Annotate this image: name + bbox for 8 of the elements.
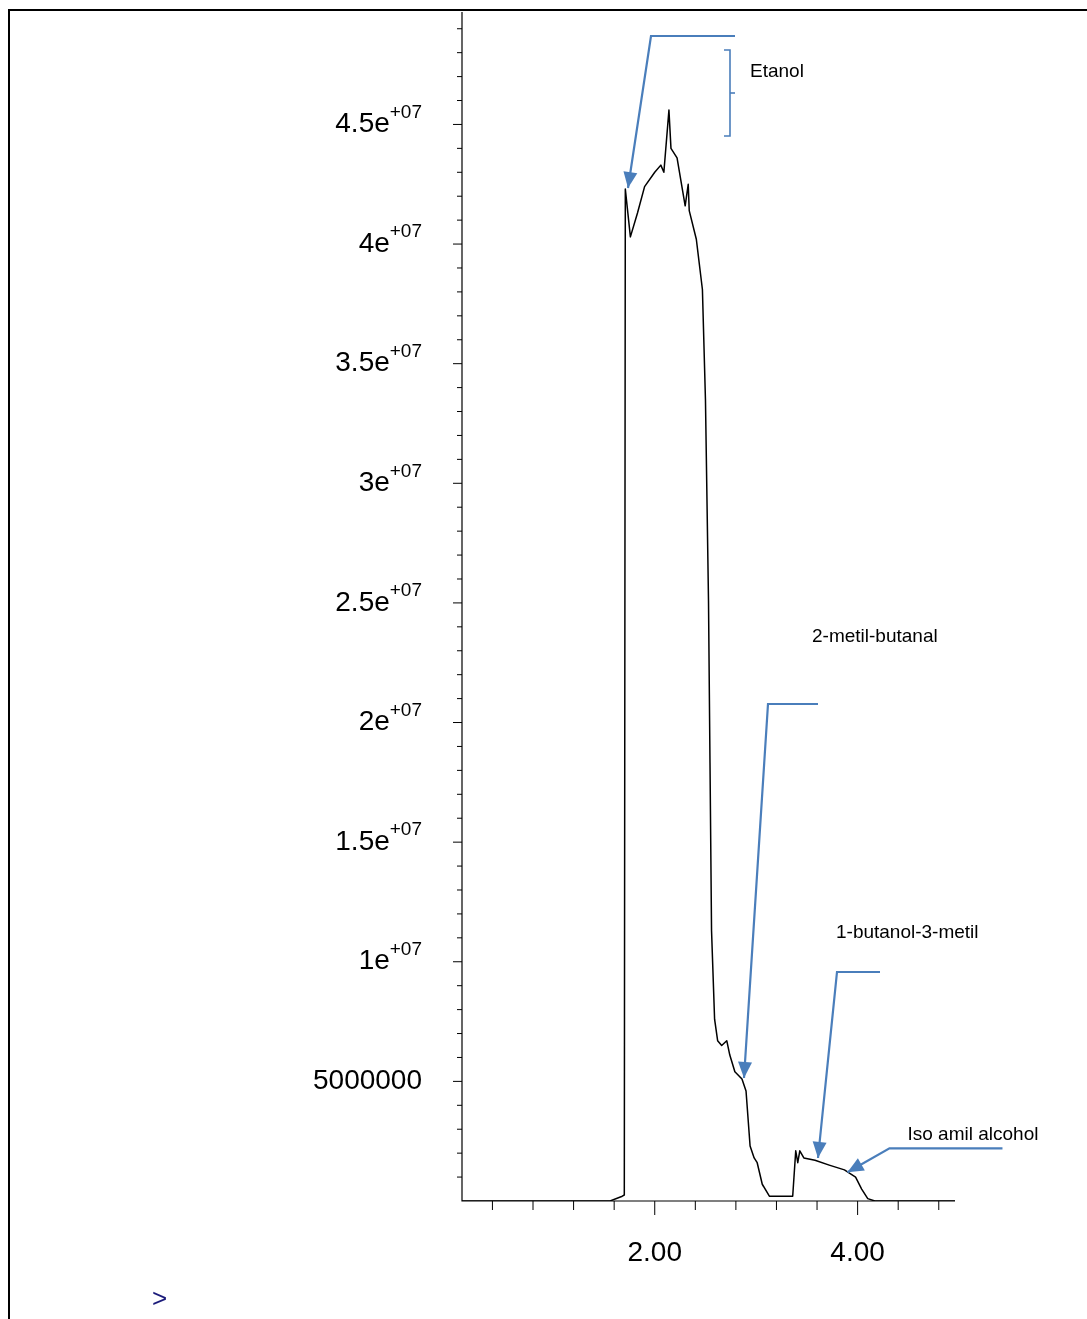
text: > xyxy=(152,1283,168,1314)
y-tick-label: 5000000 xyxy=(312,1064,423,1096)
x-tick-label: 2.00 xyxy=(627,1235,682,1267)
annotation: Etanol xyxy=(750,60,804,82)
annotation: 2-metil-butanal xyxy=(812,625,938,647)
x-tick-label: 4.00 xyxy=(830,1235,885,1267)
annotation: Iso amil alcohol xyxy=(907,1122,1039,1144)
annotation: 1-butanol-3-metil xyxy=(836,921,979,943)
